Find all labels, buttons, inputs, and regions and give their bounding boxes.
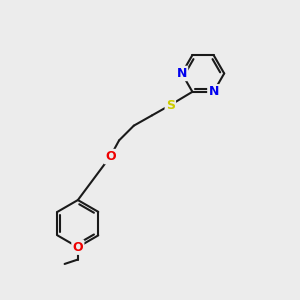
Text: S: S [166, 99, 175, 112]
Text: N: N [208, 85, 219, 98]
Text: O: O [105, 150, 116, 163]
Text: O: O [73, 241, 83, 254]
Text: N: N [177, 67, 187, 80]
